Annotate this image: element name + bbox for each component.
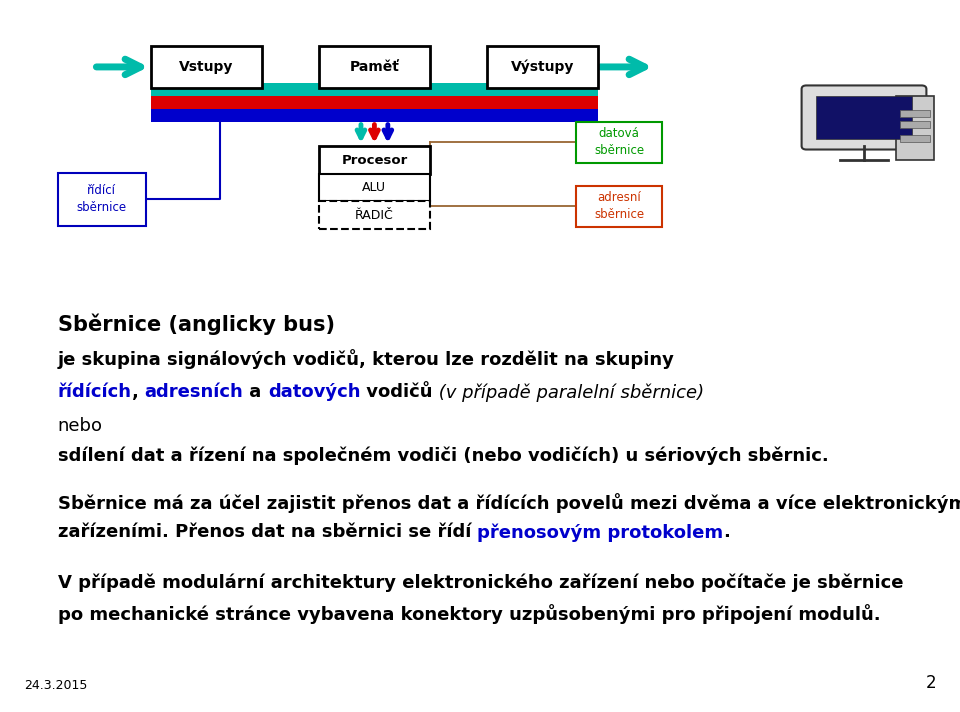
Bar [900, 110, 930, 117]
Text: po mechanické stránce vybavena konektory uzpůsobenými pro připojení modulů.: po mechanické stránce vybavena konektory… [58, 604, 880, 624]
Bar [151, 83, 597, 96]
Bar [900, 121, 930, 128]
Bar [151, 109, 597, 122]
Text: Sběrnice (anglicky bus): Sběrnice (anglicky bus) [58, 313, 335, 335]
Text: datových: datových [268, 383, 360, 401]
Text: přenosovým protokolem: přenosovým protokolem [477, 523, 723, 542]
Text: sdílení dat a řízení na společném vodiči (nebo vodičích) u sériových sběrnic.: sdílení dat a řízení na společném vodiči… [58, 446, 828, 465]
Text: 2: 2 [925, 674, 936, 692]
FancyBboxPatch shape [802, 85, 926, 150]
Text: datová
sběrnice: datová sběrnice [594, 127, 644, 157]
Bar [576, 122, 662, 163]
Bar [151, 96, 597, 109]
Text: ALU: ALU [363, 182, 386, 194]
Text: Paměť: Paměť [349, 60, 399, 74]
Text: Procesor: Procesor [341, 154, 408, 167]
Bar [151, 46, 261, 88]
Text: a: a [244, 383, 268, 401]
Bar [576, 186, 662, 227]
Bar [319, 174, 430, 201]
Text: (v případě paralelní sběrnice): (v případě paralelní sběrnice) [433, 383, 704, 402]
Text: 24.3.2015: 24.3.2015 [24, 679, 87, 692]
Bar [58, 173, 146, 226]
Text: je skupina signálových vodičů, kterou lze rozdělit na skupiny: je skupina signálových vodičů, kterou lz… [58, 349, 675, 369]
Bar [487, 46, 597, 88]
Text: Výstupy: Výstupy [511, 60, 574, 74]
Text: V případě modulární architektury elektronického zařízení nebo počítače je sběrni: V případě modulární architektury elektro… [58, 573, 903, 592]
Bar [900, 135, 930, 142]
Text: Vstupy: Vstupy [180, 60, 233, 74]
Text: adresních: adresních [145, 383, 244, 401]
Text: Sběrnice má za účel zajistit přenos dat a řídících povelů mezi dvěma a více elek: Sběrnice má za účel zajistit přenos dat … [58, 493, 960, 513]
Text: adresní
sběrnice: adresní sběrnice [594, 192, 644, 221]
Text: ,: , [132, 383, 145, 401]
Text: zařízeními. Přenos dat na sběrnici se řídí: zařízeními. Přenos dat na sběrnici se ří… [58, 523, 477, 541]
Text: ŘADIČ: ŘADIČ [355, 209, 394, 221]
Bar [816, 96, 912, 139]
Text: řídících: řídících [58, 383, 132, 401]
Bar [319, 201, 430, 229]
Text: .: . [723, 523, 731, 541]
Bar [319, 46, 430, 88]
Text: řídící
sběrnice: řídící sběrnice [77, 184, 127, 214]
Text: nebo: nebo [58, 417, 103, 434]
Bar [319, 146, 430, 174]
Text: vodičů: vodičů [360, 383, 433, 401]
Bar [896, 96, 934, 160]
